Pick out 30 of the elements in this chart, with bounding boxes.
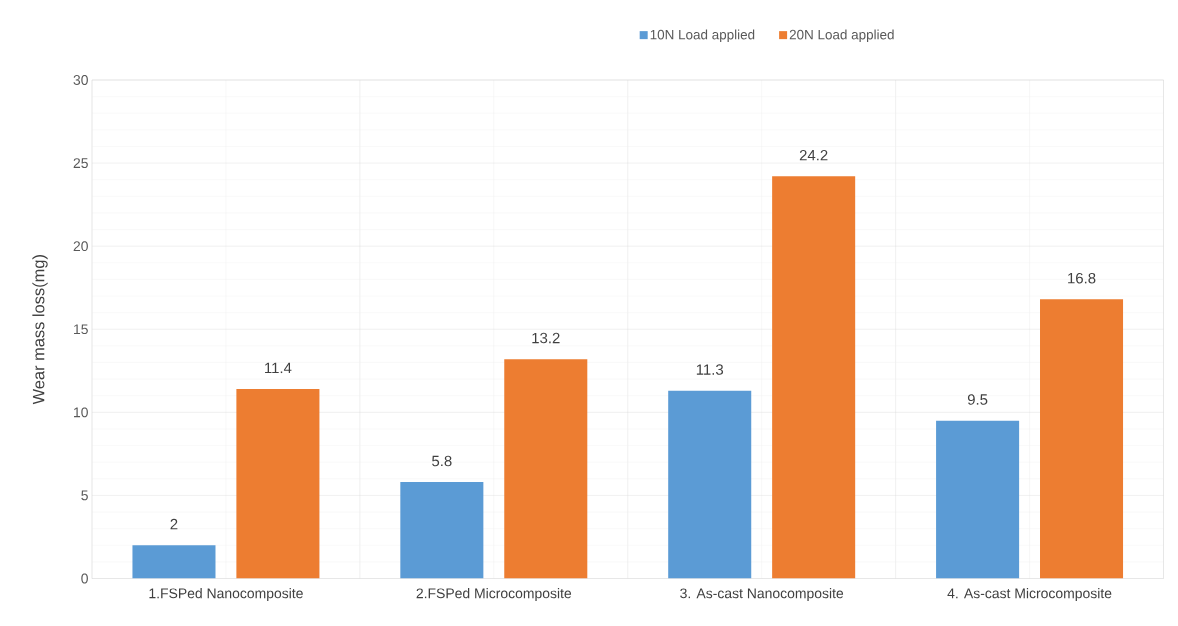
legend-label: 20N Load applied	[789, 29, 894, 43]
bar	[668, 390, 752, 579]
data-label: 24.2	[799, 149, 828, 161]
data-label: 16.8	[1068, 272, 1096, 284]
bar	[936, 420, 1020, 579]
x-tick-label: 1.FSPed Nanocomposite	[149, 588, 303, 602]
y-tick-label: 10	[74, 407, 88, 418]
bar	[504, 359, 588, 579]
y-tick-label: 25	[73, 158, 88, 169]
y-tick-label: 5	[81, 490, 88, 501]
y-axis-title: Wear mass loss(mg)	[32, 255, 48, 405]
y-tick-label: 30	[73, 75, 88, 85]
data-label: 11.3	[696, 364, 724, 375]
data-label: 11.4	[265, 362, 292, 374]
data-label: 9.5	[967, 394, 988, 405]
bar	[236, 389, 320, 579]
legend-label: 10N Load applied	[650, 29, 755, 43]
data-label: 13.2	[532, 332, 560, 344]
data-label: 2	[170, 518, 178, 530]
y-tick-label: 15	[74, 324, 88, 335]
x-tick-label: 2.FSPed Microcomposite	[416, 588, 572, 602]
bar	[400, 482, 484, 579]
x-tick-label: 3. As-cast Nanocomposite	[680, 588, 844, 602]
data-label: 5.8	[432, 455, 452, 467]
y-tick-label: 0	[81, 573, 88, 584]
y-tick-label: 20	[73, 241, 88, 252]
bar	[772, 176, 856, 579]
bar	[132, 545, 216, 579]
bar	[1040, 299, 1124, 579]
x-tick-label: 4. As-cast Microcomposite	[947, 588, 1112, 602]
